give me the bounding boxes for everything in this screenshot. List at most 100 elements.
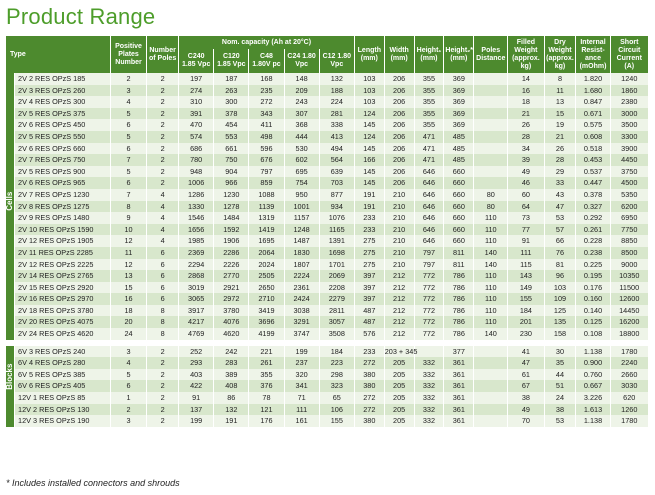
table-cell: 0.125 bbox=[575, 316, 611, 329]
cell-type: 2V 2 RES OPzS 185 bbox=[14, 73, 111, 85]
table-cell: 0.518 bbox=[575, 142, 611, 155]
table-cell: 703 bbox=[319, 177, 355, 189]
table-cell: 950 bbox=[284, 188, 320, 201]
table-cell: 210 bbox=[384, 235, 415, 247]
table-row: 2V 20 RES OPzS 4075 20 8 4217 4076 3696 3291 30… bbox=[6, 316, 650, 329]
table-cell: 780 bbox=[178, 154, 215, 166]
table-cell: 1 bbox=[110, 392, 148, 404]
table-cell: 8 bbox=[146, 328, 180, 340]
table-cell: 772 bbox=[414, 304, 445, 317]
header-filled-weight: Filled Weight (approx. kg) bbox=[507, 36, 545, 73]
table-cell: 86 bbox=[213, 392, 250, 404]
table-cell: 281 bbox=[319, 107, 355, 120]
table-cell: 0.225 bbox=[575, 258, 611, 271]
table-cell: 110 bbox=[473, 281, 509, 294]
table-cell: 132 bbox=[213, 403, 250, 416]
table-cell: 797 bbox=[414, 258, 445, 271]
table-cell: 206 bbox=[384, 107, 415, 120]
table-cell: 1487 bbox=[284, 235, 320, 247]
table-cell bbox=[473, 357, 509, 369]
table-cell: 106 bbox=[319, 403, 355, 416]
table-cell: 148 bbox=[284, 73, 320, 85]
table-row: 2V 6 RES OPzS 660 6 2 686 661 596 530 494 145 206… bbox=[6, 142, 650, 155]
table-cell: 2369 bbox=[178, 246, 215, 259]
table-cell: 124 bbox=[354, 130, 385, 143]
table-cell: 4217 bbox=[178, 316, 215, 329]
table-cell: 3500 bbox=[610, 119, 650, 131]
table-cell: 1248 bbox=[284, 223, 320, 236]
table-cell: 205 bbox=[384, 380, 415, 393]
table-cell: 3300 bbox=[610, 130, 650, 143]
table-cell: 620 bbox=[610, 392, 650, 404]
table-cell: 470 bbox=[178, 119, 215, 131]
table-cell: 184 bbox=[319, 345, 355, 358]
table-cell: 206 bbox=[384, 177, 415, 189]
table-cell: 110 bbox=[473, 270, 509, 282]
table-cell: 368 bbox=[284, 119, 320, 131]
table-cell: 0.378 bbox=[575, 188, 611, 201]
product-table: Type Positive Plates Number Number of Po… bbox=[5, 36, 650, 427]
table-cell: 2 bbox=[146, 84, 180, 97]
table-cell: 602 bbox=[284, 154, 320, 166]
table-cell: 1076 bbox=[319, 212, 355, 224]
table-cell: 12 bbox=[110, 258, 148, 271]
table-cell: 18 bbox=[507, 96, 545, 108]
table-row: 2V 3 RES OPzS 260 3 2 274 263 235 209 188 103 206… bbox=[6, 84, 650, 97]
table-row: 2V 4 RES OPzS 300 4 2 310 300 272 243 224 103 206… bbox=[6, 96, 650, 108]
table-cell: 272 bbox=[354, 403, 385, 416]
table-row: Cells 2V 2 RES OPzS 185 2 2 197 187 168 148 132 1… bbox=[5, 73, 650, 340]
cell-type: 2V 6 RES OPzS 965 bbox=[14, 177, 111, 189]
table-cell: 235 bbox=[248, 84, 285, 97]
table-cell: 397 bbox=[354, 270, 385, 282]
table-cell: 377 bbox=[443, 345, 475, 358]
table-cell: 646 bbox=[414, 177, 445, 189]
group-label-blocks: Blocks bbox=[5, 345, 15, 427]
table-cell: 16 bbox=[110, 293, 148, 305]
table-cell: 2 bbox=[146, 96, 180, 108]
table-cell: 6 bbox=[146, 246, 180, 259]
table-cell: 7750 bbox=[610, 223, 650, 236]
table-cell: 772 bbox=[414, 270, 445, 282]
table-cell: 24 bbox=[110, 328, 148, 340]
table-cell: 233 bbox=[354, 223, 385, 236]
table-cell: 0.453 bbox=[575, 154, 611, 166]
table-cell: 233 bbox=[354, 345, 385, 358]
table-cell: 15 bbox=[544, 107, 577, 120]
table-cell: 243 bbox=[284, 96, 320, 108]
table-cell: 206 bbox=[384, 119, 415, 131]
header-height2: Height₂* (mm) bbox=[443, 36, 475, 73]
header-internal-resistance: Internal Resist- ance (mOhm) bbox=[575, 36, 611, 73]
table-cell: 966 bbox=[213, 177, 250, 189]
table-cell: 103 bbox=[544, 281, 577, 294]
table-cell: 859 bbox=[248, 177, 285, 189]
table-cell: 2361 bbox=[284, 281, 320, 294]
cell-type: 2V 5 RES OPzS 550 bbox=[14, 130, 111, 143]
table-cell: 3780 bbox=[213, 304, 250, 317]
table-cell: 772 bbox=[414, 328, 445, 340]
table-cell: 3291 bbox=[284, 316, 320, 329]
table-cell: 3750 bbox=[610, 165, 650, 178]
table-cell: 16 bbox=[507, 84, 545, 97]
table-cell: 786 bbox=[443, 316, 475, 329]
table-cell: 576 bbox=[354, 328, 385, 340]
table-cell: 205 bbox=[384, 368, 415, 381]
table-cell: 4 bbox=[146, 188, 180, 201]
table-cell: 166 bbox=[354, 154, 385, 166]
table-cell bbox=[473, 119, 509, 131]
table-cell: 274 bbox=[178, 84, 215, 97]
table-cell: 205 bbox=[384, 357, 415, 369]
table-cell: 149 bbox=[507, 281, 545, 294]
table-row: 2V 5 RES OPzS 900 5 2 948 904 797 695 639 145 206… bbox=[6, 165, 650, 178]
table-row: 12V 1 RES OPzS 85 1 2 91 86 78 71 65 272 205 332 36… bbox=[6, 392, 650, 404]
table-cell: 934 bbox=[319, 200, 355, 213]
table-cell: 0.327 bbox=[575, 200, 611, 213]
table-cell: 369 bbox=[443, 73, 475, 85]
table-cell: 471 bbox=[414, 154, 445, 166]
header-type: Type bbox=[6, 36, 111, 73]
table-cell: 1319 bbox=[248, 212, 285, 224]
table-cell: 212 bbox=[384, 270, 415, 282]
table-cell: 1260 bbox=[610, 403, 650, 416]
table-cell bbox=[473, 368, 509, 381]
table-cell: 1484 bbox=[213, 212, 250, 224]
table-cell: 1780 bbox=[610, 415, 650, 427]
